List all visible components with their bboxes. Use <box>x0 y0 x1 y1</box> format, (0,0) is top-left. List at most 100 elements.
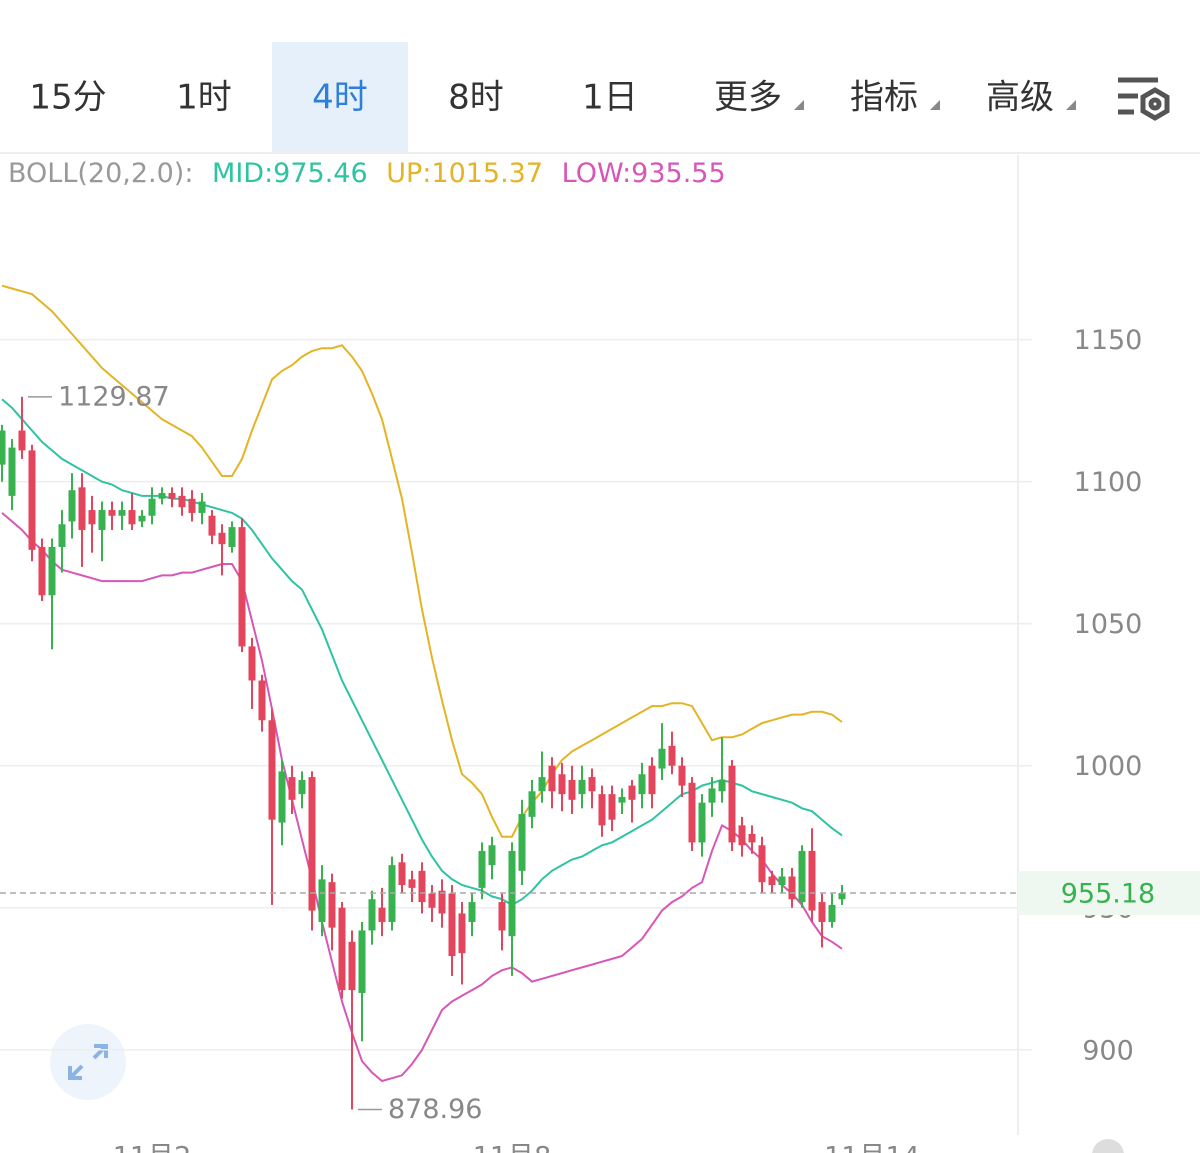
candle-body <box>168 493 176 499</box>
tab[interactable]: 1日 <box>582 78 638 118</box>
scroll-dot <box>1092 1139 1124 1153</box>
candle-body <box>188 498 196 513</box>
candle-body <box>238 527 246 647</box>
candle-body <box>708 788 716 803</box>
candle-body <box>608 794 616 820</box>
candle-body <box>318 879 326 922</box>
last-price-box <box>1018 871 1200 916</box>
active-tab-bg <box>272 42 408 153</box>
candle-body <box>0 430 6 465</box>
icon-hex <box>1140 87 1170 121</box>
candle-body <box>798 850 806 903</box>
candle-body <box>178 495 186 508</box>
candle-body <box>718 779 726 792</box>
icon-dot <box>1148 97 1162 111</box>
overlay: 1129.87 878.96 955.18 <box>0 381 1200 1125</box>
y-tick-label: 1150 <box>1074 325 1143 356</box>
candle-body <box>638 774 646 795</box>
candle-body <box>818 902 826 922</box>
candle-body <box>728 765 736 843</box>
candle-body <box>758 845 766 883</box>
tab[interactable]: 8时 <box>448 78 504 118</box>
candle-body <box>438 890 446 914</box>
candle-body <box>308 777 316 911</box>
legend: BOLL(20,2.0): MID:975.46 UP:1015.37 LOW:… <box>8 158 726 189</box>
x-tick-label: 11月8 <box>473 1142 552 1153</box>
candle-body <box>198 501 206 513</box>
boll-line <box>1 398 843 907</box>
candle-body <box>18 430 26 451</box>
candle-body <box>228 527 236 547</box>
candle-body <box>518 814 526 871</box>
candle-body <box>678 765 686 786</box>
candle-body <box>698 802 706 843</box>
candle-body <box>218 532 226 545</box>
x-tick-label: 11月14 <box>824 1142 920 1153</box>
candle-body <box>828 904 836 922</box>
candle-body <box>668 745 676 766</box>
candle-body <box>498 902 506 931</box>
legend-entry: LOW:935.55 <box>562 158 726 189</box>
annotation-label: 878.96 <box>388 1094 482 1125</box>
tab[interactable]: 1时 <box>176 78 232 118</box>
candle-body <box>488 845 496 866</box>
candle-body <box>48 547 56 596</box>
candle-body <box>38 547 46 596</box>
candle-body <box>298 779 306 795</box>
candle-body <box>478 850 486 888</box>
candle-body <box>448 893 456 957</box>
candle-body <box>808 850 816 911</box>
dropdown-arrow <box>1066 100 1076 110</box>
y-tick-label: 1000 <box>1074 751 1143 782</box>
candle-body <box>468 902 476 922</box>
candle-body <box>358 930 366 993</box>
indicator-label: BOLL(20,2.0): <box>8 158 193 189</box>
candle-body <box>428 893 436 908</box>
candle-body <box>258 680 266 721</box>
tab[interactable]: 指标 <box>850 78 918 118</box>
expand-bg <box>50 1024 126 1100</box>
expand-button[interactable] <box>50 1024 126 1100</box>
candle-body <box>408 879 416 888</box>
candle-body <box>288 777 296 800</box>
candle-body <box>558 774 566 795</box>
legend-entry: UP:1015.37 <box>386 158 543 189</box>
candle-body <box>138 515 146 522</box>
candle-body <box>748 833 756 843</box>
candle-body <box>348 941 356 991</box>
tab[interactable]: 更多 <box>714 78 782 118</box>
settings-icon[interactable] <box>1118 77 1170 121</box>
candle-body <box>628 785 636 800</box>
candle-body <box>548 765 556 792</box>
expand-icon <box>68 1044 108 1080</box>
candle-body <box>418 870 426 903</box>
candle-body <box>268 720 276 820</box>
candle-body <box>588 777 596 792</box>
candle-body <box>208 515 216 536</box>
candle-body <box>58 524 66 547</box>
candle-body <box>68 490 76 522</box>
tab[interactable]: 高级 <box>986 78 1054 118</box>
candle-body <box>378 907 386 922</box>
candle-body <box>248 646 256 681</box>
candle-body <box>98 510 106 530</box>
legend-entry: MID:975.46 <box>212 158 368 189</box>
tab[interactable]: 15分 <box>29 78 106 118</box>
candle-body <box>568 779 576 800</box>
candle-body <box>328 882 336 928</box>
dropdown-arrow <box>930 100 940 110</box>
y-tick-label: 1050 <box>1074 609 1143 640</box>
y-tick-label: 900 <box>1082 1035 1134 1066</box>
candle-body <box>148 498 156 516</box>
candle-body <box>688 782 696 843</box>
tabs: 15分 1时 4时 8时 1日 更多 指标 高级 <box>29 78 1076 118</box>
tab[interactable]: 4时 <box>312 78 368 118</box>
candle-body <box>368 899 376 931</box>
candle-body <box>618 796 626 803</box>
candle-body <box>528 791 536 817</box>
candle-body <box>658 748 666 769</box>
dropdown-arrow <box>794 100 804 110</box>
candle-body <box>8 447 16 496</box>
candle-body <box>538 777 546 792</box>
